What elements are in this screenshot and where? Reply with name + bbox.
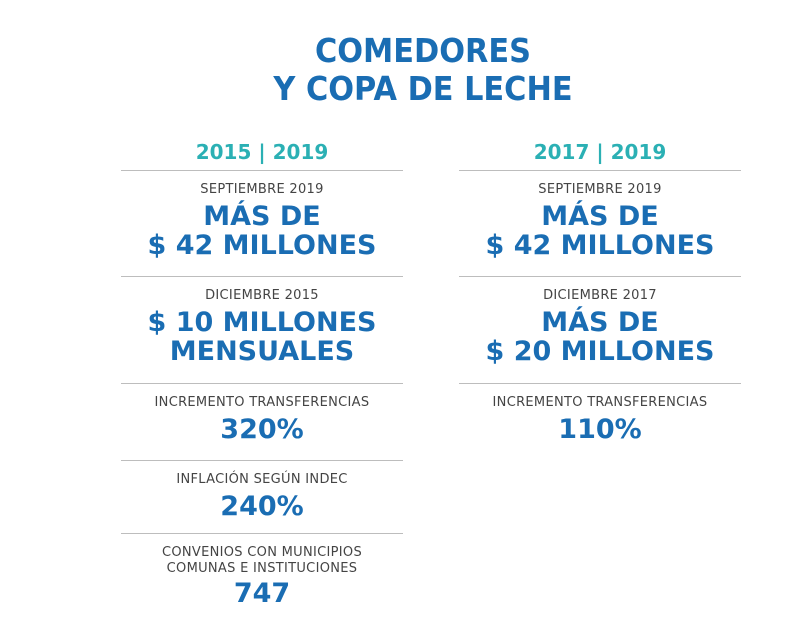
stat-value: MÁS DE $ 42 MILLONES — [147, 201, 377, 261]
column-header: 2015 | 2019 — [195, 140, 329, 164]
stat-section: CONVENIOS CON MUNICIPIOS COMUNAS E INSTIT… — [121, 533, 403, 623]
stat-value: 320% — [220, 414, 304, 445]
stat-section: SEPTIEMBRE 2019 MÁS DE $ 42 MILLONES — [121, 170, 403, 276]
page-title: COMEDORES Y COPA DE LECHE — [34, 32, 806, 108]
stat-label: CONVENIOS CON MUNICIPIOS COMUNAS E INSTIT… — [161, 545, 363, 576]
stat-section: DICIEMBRE 2017 MÁS DE $ 20 MILLONES — [459, 276, 741, 383]
stat-value: 110% — [558, 414, 642, 445]
stat-value: $ 10 MILLONES MENSUALES — [147, 307, 377, 367]
stat-section: DICIEMBRE 2015 $ 10 MILLONES MENSUALES — [121, 276, 403, 383]
stat-label: SEPTIEMBRE 2019 — [538, 182, 662, 197]
column-2017-2019: 2017 | 2019 SEPTIEMBRE 2019 MÁS DE $ 42 M… — [459, 130, 741, 460]
column-header: 2017 | 2019 — [533, 140, 667, 164]
stat-label: DICIEMBRE 2015 — [205, 288, 319, 303]
stat-label: INCREMENTO TRANSFERENCIAS — [154, 395, 370, 410]
column-2015-2019: 2015 | 2019 SEPTIEMBRE 2019 MÁS DE $ 42 M… — [121, 130, 403, 623]
stat-value: MÁS DE $ 42 MILLONES — [485, 201, 715, 261]
stat-section: INFLACIÓN SEGÚN INDEC 240% — [121, 460, 403, 533]
stat-label: INCREMENTO TRANSFERENCIAS — [492, 395, 708, 410]
stat-value: 240% — [220, 491, 304, 522]
stat-label: SEPTIEMBRE 2019 — [200, 182, 324, 197]
stat-value: 747 — [233, 578, 291, 609]
stat-section: INCREMENTO TRANSFERENCIAS 110% — [459, 383, 741, 460]
stat-section: INCREMENTO TRANSFERENCIAS 320% — [121, 383, 403, 460]
title-line-2: Y COPA DE LECHE — [273, 69, 573, 108]
title-line-1: COMEDORES — [314, 31, 532, 70]
stat-label: INFLACIÓN SEGÚN INDEC — [176, 472, 348, 487]
stat-section: SEPTIEMBRE 2019 MÁS DE $ 42 MILLONES — [459, 170, 741, 276]
stat-value: MÁS DE $ 20 MILLONES — [485, 307, 715, 367]
stat-label: DICIEMBRE 2017 — [543, 288, 657, 303]
